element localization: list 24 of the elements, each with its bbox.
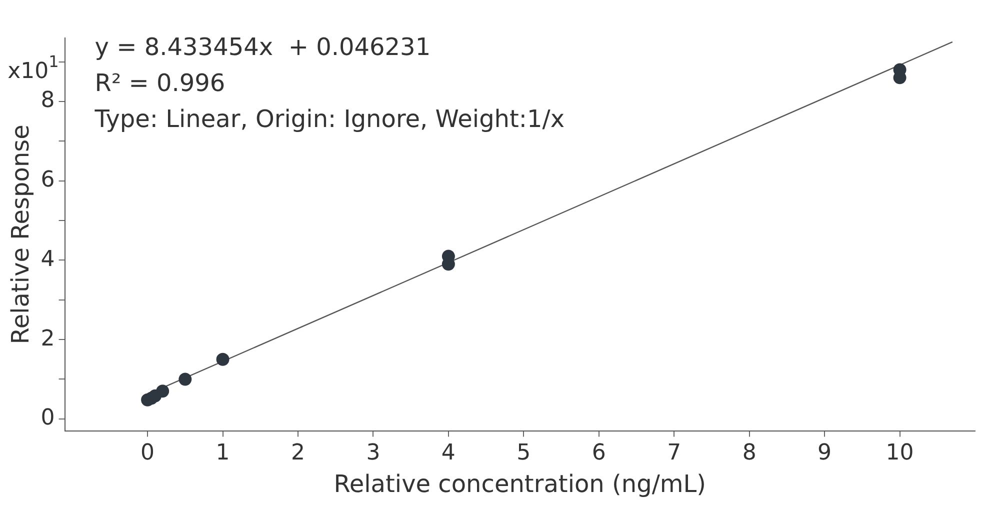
annotation: Type: Linear, Origin: Ignore, Weight:1/x: [94, 105, 565, 133]
x-tick-label: 10: [886, 440, 914, 466]
x-tick-label: 1: [216, 440, 230, 466]
point: [216, 352, 230, 366]
annotation: R² = 0.996: [94, 69, 226, 97]
x-tick-label: 6: [592, 440, 606, 466]
y-tick-label: 6: [40, 168, 55, 193]
x-tick-label: 5: [516, 440, 531, 466]
x-tick-label: 2: [290, 440, 305, 466]
x-tick-label: 7: [667, 440, 682, 466]
x-axis-title: Relative concentration (ng/mL): [334, 470, 706, 498]
point: [178, 372, 192, 386]
x-tick-label: 9: [818, 440, 832, 466]
y-axis-title: Relative Response: [6, 124, 35, 344]
x-tick-label: 4: [441, 440, 456, 466]
annotation: y = 8.433454x + 0.046231: [94, 33, 431, 61]
x-tick-label: 8: [742, 440, 756, 466]
y-tick-label: 4: [40, 246, 55, 272]
y-tick-label: 8: [40, 88, 55, 114]
y-tick-label: 0: [40, 406, 55, 431]
x-tick-label: 0: [140, 440, 155, 466]
x-tick-label: 3: [366, 440, 380, 466]
y-tick-label: 2: [40, 326, 55, 352]
point: [156, 384, 170, 398]
